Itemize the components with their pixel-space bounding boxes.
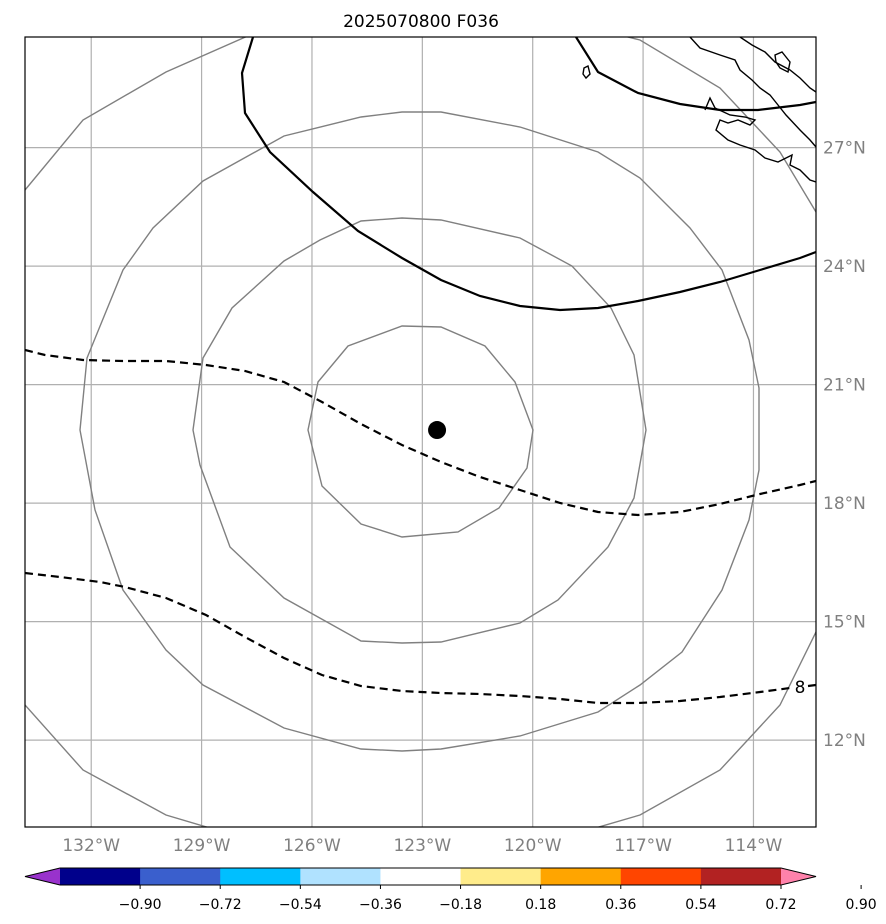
dashed-contour-lower-tail	[807, 683, 816, 688]
lat-tick-label: 24°N	[823, 257, 866, 277]
colorbar-tick-label: 0.54	[685, 897, 716, 913]
lon-tick-label: 129°W	[173, 836, 231, 856]
colorbar-tick-label: 0.18	[525, 897, 556, 913]
lat-tick-label: 18°N	[823, 494, 866, 514]
contour-value-label: 8	[795, 678, 806, 698]
lon-tick-label: 120°W	[504, 836, 562, 856]
solid-contour	[240, 37, 816, 312]
colorbar-segment	[140, 868, 221, 885]
colorbar-segment	[60, 868, 141, 885]
colorbar-tick-label: −0.90	[119, 897, 162, 913]
lon-tick-label: 123°W	[393, 836, 451, 856]
colorbar-segment	[220, 868, 301, 885]
colorbar-segment	[540, 868, 622, 885]
colorbar-outline	[24, 867, 817, 886]
island-cedros	[774, 51, 791, 74]
range-ring-4	[25, 37, 816, 827]
range-ring-1	[307, 325, 534, 538]
map-frame	[24, 36, 817, 828]
range-rings	[25, 37, 816, 827]
colorbar-tick-label: −0.18	[439, 897, 482, 913]
range-ring-3	[79, 111, 760, 752]
map-layers	[25, 37, 816, 827]
longitude-tick-labels: 132°W 129°W 126°W 123°W 120°W 117°W 114°W	[62, 836, 782, 856]
dashed-contour-upper	[25, 348, 816, 517]
coastline-mainland-mexico	[739, 37, 816, 93]
coastline-baja-peninsula-tip	[704, 96, 816, 183]
lon-tick-label: 126°W	[283, 836, 341, 856]
colorbar-tick-label: 0.90	[846, 897, 877, 913]
colorbar-segment	[620, 868, 702, 885]
colorbar-tick-label: −0.36	[359, 897, 402, 913]
colorbar: −0.90 −0.72 −0.54 −0.36 −0.18 0.18 0.36 0.54 0.7…	[24, 867, 877, 913]
lat-tick-label: 12°N	[823, 731, 866, 751]
storm-center-marker	[428, 421, 447, 440]
colorbar-tick-label: 0.72	[765, 897, 796, 913]
lat-lon-gridlines	[25, 37, 816, 827]
island-isla-guadalupe	[582, 64, 591, 80]
lon-tick-label: 117°W	[614, 836, 672, 856]
colorbar-segment	[380, 868, 462, 885]
lat-tick-label: 21°N	[823, 376, 866, 396]
latitude-tick-labels: 27°N 24°N 21°N 18°N 15°N 12°N	[823, 139, 866, 751]
colorbar-tick-label: −0.54	[279, 897, 322, 913]
solid-contour-upper	[575, 37, 816, 112]
colorbar-segment	[300, 868, 381, 885]
colorbar-extend-high	[781, 868, 816, 885]
contours	[25, 37, 816, 705]
colorbar-tick-label: 0.36	[605, 897, 636, 913]
lat-tick-label: 27°N	[823, 139, 866, 159]
lon-tick-label: 114°W	[725, 836, 783, 856]
lat-tick-label: 15°N	[823, 613, 866, 633]
colorbar-segment	[460, 868, 542, 885]
colorbar-tick-label: −0.72	[199, 897, 242, 913]
range-ring-2	[192, 217, 647, 644]
coastline-baja-california	[689, 37, 816, 148]
colorbar-extend-low	[25, 868, 60, 885]
map-title: 2025070800 F036	[343, 12, 499, 32]
colorbar-segment	[700, 868, 782, 885]
dashed-contour-lower	[25, 571, 791, 705]
coastline	[582, 37, 816, 183]
lon-tick-label: 132°W	[62, 836, 120, 856]
